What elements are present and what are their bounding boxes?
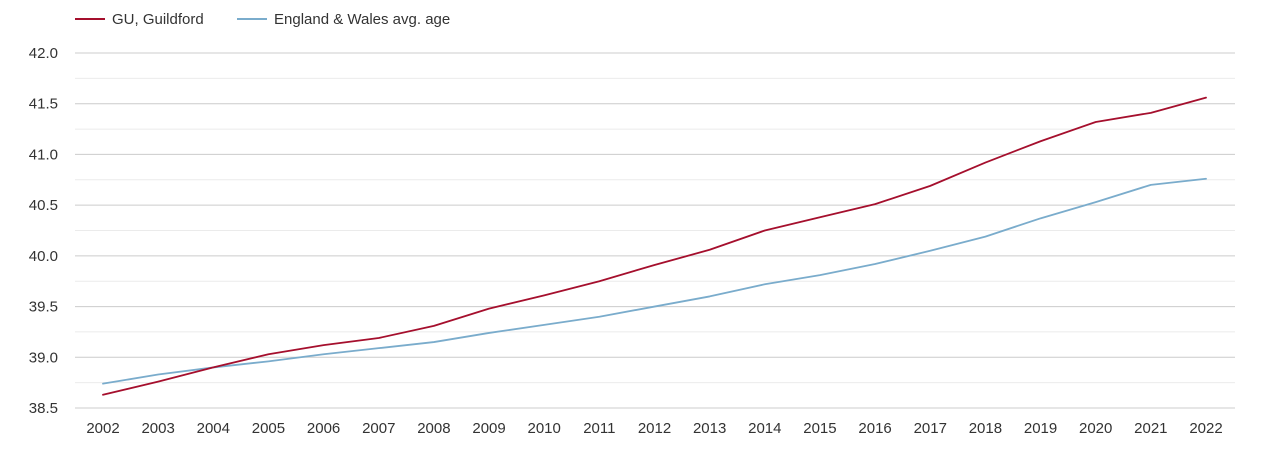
y-tick-label: 38.5 xyxy=(29,400,58,417)
x-tick-label: 2002 xyxy=(86,420,119,437)
x-tick-label: 2010 xyxy=(528,420,561,437)
x-tick-label: 2018 xyxy=(969,420,1002,437)
x-tick-label: 2012 xyxy=(638,420,671,437)
x-tick-label: 2009 xyxy=(472,420,505,437)
series-line-1 xyxy=(102,177,1207,385)
legend-label: GU, Guildford xyxy=(112,11,204,28)
x-tick-label: 2005 xyxy=(252,420,285,437)
x-tick-label: 2019 xyxy=(1024,420,1057,437)
x-tick-label: 2016 xyxy=(858,420,891,437)
y-tick-label: 41.0 xyxy=(29,146,58,163)
legend: GU, Guildford England & Wales avg. age xyxy=(75,11,450,28)
x-tick-label: 2015 xyxy=(803,420,836,437)
x-tick-label: 2007 xyxy=(362,420,395,437)
x-tick-label: 2014 xyxy=(748,420,781,437)
series-line-0 xyxy=(102,96,1207,396)
x-tick-label: 2008 xyxy=(417,420,450,437)
y-tick-label: 40.0 xyxy=(29,248,58,265)
y-tick-label: 41.5 xyxy=(29,96,58,113)
x-tick-label: 2017 xyxy=(914,420,947,437)
x-tick-label: 2006 xyxy=(307,420,340,437)
x-tick-label: 2004 xyxy=(197,420,230,437)
x-tick-label: 2013 xyxy=(693,420,726,437)
legend-label: England & Wales avg. age xyxy=(274,11,450,28)
y-tick-label: 39.0 xyxy=(29,349,58,366)
x-tick-label: 2020 xyxy=(1079,420,1112,437)
x-tick-label: 2021 xyxy=(1134,420,1167,437)
y-tick-label: 42.0 xyxy=(29,45,58,62)
axes: 38.5 39.0 39.5 40.0 40.5 41.0 41.5 42.0 2002 2003… xyxy=(29,45,1223,437)
x-tick-label: 2022 xyxy=(1189,420,1222,437)
series-lines xyxy=(102,96,1207,396)
x-tick-label: 2011 xyxy=(583,420,615,437)
x-tick-label: 2003 xyxy=(141,420,174,437)
y-tick-label: 40.5 xyxy=(29,197,58,214)
gridlines xyxy=(75,52,1235,409)
y-tick-label: 39.5 xyxy=(29,299,58,316)
